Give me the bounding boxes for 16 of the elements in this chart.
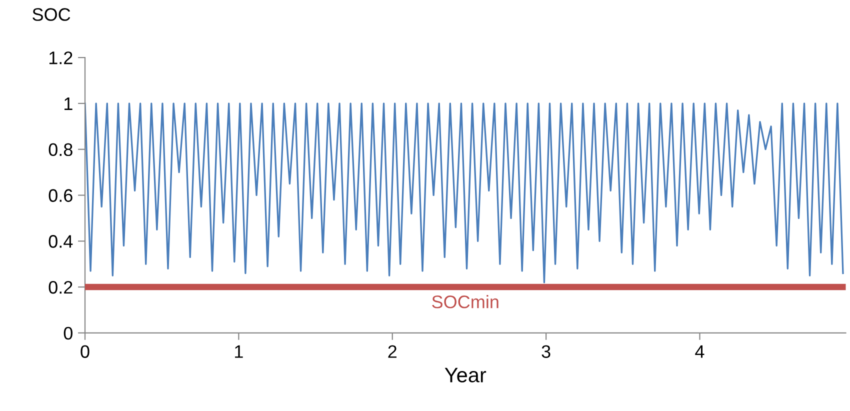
y-axis-title: SOC [32, 8, 70, 21]
x-tick-label: 4 [695, 345, 704, 358]
x-axis-title: Year [444, 368, 486, 382]
y-tick-label: 0.2 [48, 280, 72, 294]
y-tick-label: 0.8 [48, 143, 72, 156]
ref-line-label: SOCmin [432, 295, 498, 308]
x-tick-label: 0 [80, 345, 90, 358]
line-series [85, 102, 844, 284]
y-tick-label: 0.6 [48, 189, 72, 202]
x-tick-label: 3 [542, 345, 550, 358]
y-tick-label: 0.4 [48, 235, 73, 248]
x-tick-label: 1 [235, 345, 243, 358]
x-tick-label: 2 [388, 345, 396, 358]
y-tick-label: 1.2 [49, 51, 72, 64]
y-tick-label: 1 [64, 98, 72, 110]
y-tick-label: 0 [64, 326, 72, 340]
